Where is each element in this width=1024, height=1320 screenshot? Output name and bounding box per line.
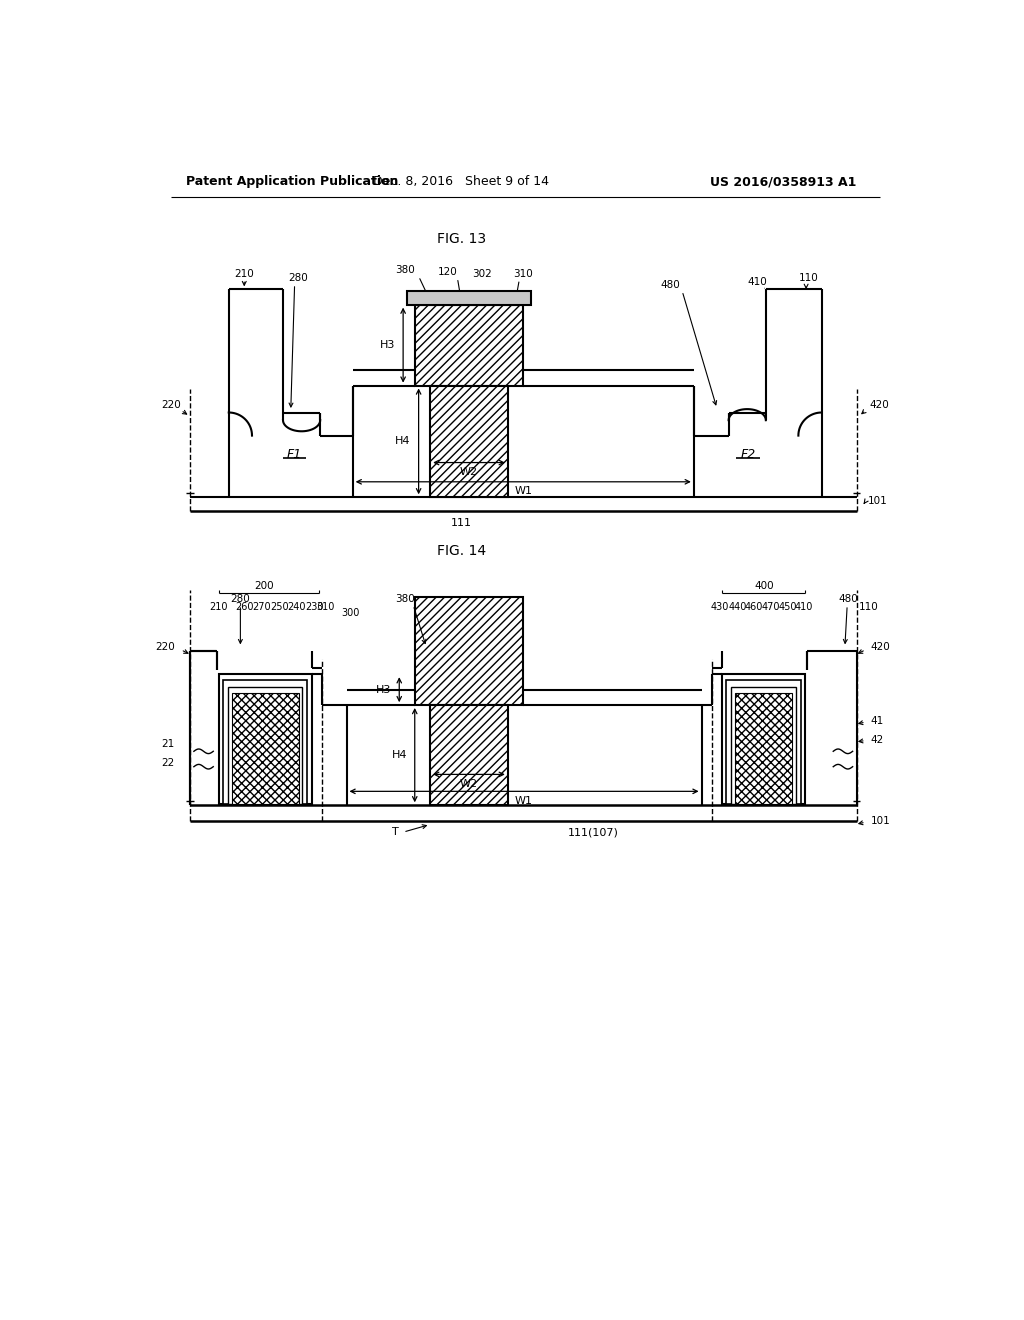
Text: 21: 21 (161, 739, 174, 748)
Text: F1: F1 (287, 449, 302, 462)
Text: 110: 110 (859, 602, 879, 611)
Bar (735, 693, 793, 804)
Text: 111(107): 111(107) (567, 828, 618, 837)
Text: 480: 480 (839, 594, 859, 603)
Text: 310: 310 (316, 602, 335, 611)
Text: 460: 460 (745, 602, 763, 611)
Bar (228, 686, 302, 804)
Text: 250: 250 (269, 602, 289, 611)
Bar (415, 305, 523, 385)
Text: 470: 470 (762, 602, 780, 611)
Text: 230: 230 (305, 602, 324, 611)
Text: 220: 220 (155, 643, 174, 652)
Text: 110: 110 (799, 273, 818, 282)
Text: 480: 480 (660, 280, 680, 290)
Text: 270: 270 (252, 602, 270, 611)
Text: 101: 101 (870, 816, 890, 825)
Text: 400: 400 (755, 581, 774, 591)
Bar (430, 385, 508, 498)
Text: W2: W2 (460, 779, 478, 788)
Text: 42: 42 (870, 735, 884, 744)
Bar (219, 675, 311, 804)
Bar (223, 681, 307, 804)
Text: F1: F1 (287, 779, 302, 792)
Bar (415, 598, 523, 705)
Bar (231, 693, 299, 804)
Text: FIG. 14: FIG. 14 (436, 544, 485, 558)
Text: 310: 310 (513, 269, 534, 279)
Text: FIG. 13: FIG. 13 (436, 232, 485, 247)
Text: 22: 22 (161, 758, 174, 768)
Bar (731, 686, 796, 804)
Text: 120: 120 (438, 267, 458, 277)
Text: 260: 260 (234, 602, 254, 611)
Text: 420: 420 (869, 400, 890, 409)
Text: US 2016/0358913 A1: US 2016/0358913 A1 (710, 176, 856, 187)
Text: H3: H3 (376, 685, 391, 694)
Text: 450: 450 (778, 602, 797, 611)
Text: W1: W1 (515, 796, 534, 805)
Bar (430, 705, 508, 805)
Text: 210: 210 (234, 269, 254, 279)
Text: 280: 280 (230, 594, 250, 603)
Text: 240: 240 (287, 602, 305, 611)
Text: F2: F2 (740, 779, 756, 792)
Text: 200: 200 (255, 581, 274, 591)
Text: Patent Application Publication: Patent Application Publication (186, 176, 398, 187)
Text: 410: 410 (748, 277, 767, 286)
Text: W1: W1 (514, 486, 532, 496)
Text: 210: 210 (210, 602, 228, 611)
Text: 302: 302 (472, 269, 493, 279)
Text: 430: 430 (711, 602, 729, 611)
Text: H4: H4 (395, 437, 411, 446)
Text: H3: H3 (380, 341, 395, 350)
Text: 280: 280 (289, 273, 308, 282)
Text: 300: 300 (341, 607, 359, 618)
Bar (722, 675, 805, 804)
Text: 380: 380 (395, 265, 416, 275)
Text: 41: 41 (870, 715, 884, 726)
Text: 410: 410 (795, 602, 813, 611)
Text: 101: 101 (868, 496, 888, 506)
Text: 440: 440 (729, 602, 748, 611)
Text: H4: H4 (391, 750, 407, 760)
Text: 380: 380 (395, 594, 416, 603)
Text: Dec. 8, 2016   Sheet 9 of 14: Dec. 8, 2016 Sheet 9 of 14 (374, 176, 549, 187)
Text: W2: W2 (460, 467, 478, 477)
Text: 111: 111 (451, 517, 472, 528)
Bar (726, 681, 801, 804)
Text: 420: 420 (870, 643, 890, 652)
Text: T: T (392, 828, 398, 837)
Text: F2: F2 (740, 449, 756, 462)
Text: 220: 220 (161, 400, 180, 409)
Bar (407, 290, 531, 305)
